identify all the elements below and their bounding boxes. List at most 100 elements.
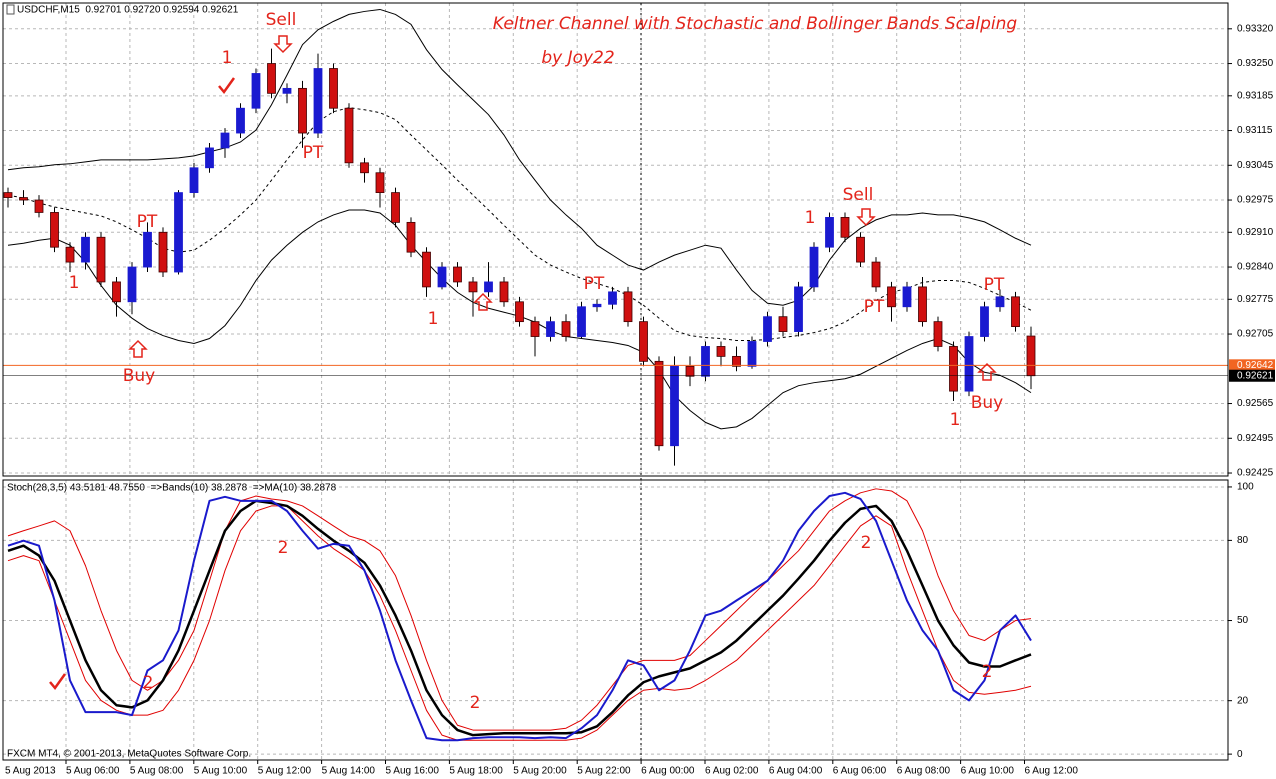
annotation: 1 xyxy=(805,208,816,228)
symbol-header: USDCHF,M15 0.92701 0.92720 0.92594 0.926… xyxy=(17,5,239,16)
candle-body xyxy=(453,266,462,283)
y-tick-label: 0.92775 xyxy=(1237,294,1274,305)
stochastic-header: Stoch(28,3,5) 43.5181 48.7550 =>Bands(10… xyxy=(7,483,337,494)
y-tick-label: 0.92840 xyxy=(1237,262,1274,273)
x-tick-label: 5 Aug 14:00 xyxy=(322,766,376,777)
x-tick-label: 6 Aug 12:00 xyxy=(1025,766,1079,777)
checkmark xyxy=(49,673,67,691)
annotation: 2 xyxy=(278,538,289,558)
y-tick-label: 0.92495 xyxy=(1237,433,1274,444)
annotation: Sell xyxy=(266,10,297,30)
candle-body xyxy=(747,341,757,367)
candle-body xyxy=(174,192,183,273)
candle-body xyxy=(329,68,338,109)
x-tick-label: 5 Aug 22:00 xyxy=(577,766,631,777)
annotation: 2 xyxy=(470,693,481,713)
candle-body xyxy=(251,73,261,109)
grid-bottom xyxy=(3,480,1228,760)
candle-body xyxy=(50,212,59,248)
candle-body xyxy=(995,296,1005,308)
candle-body xyxy=(81,236,90,263)
candle-body xyxy=(592,303,602,308)
candle-body xyxy=(980,306,989,337)
stochastic-line xyxy=(7,499,1032,737)
price-label-box xyxy=(1229,359,1275,372)
checkmarks xyxy=(49,77,236,691)
candle-body xyxy=(375,172,385,193)
price-label-box xyxy=(1229,369,1275,382)
candle-body xyxy=(732,355,741,367)
candle-body xyxy=(158,231,168,273)
candle-body xyxy=(437,266,447,288)
annotation: 1 xyxy=(428,309,439,329)
x-tick-label: 6 Aug 04:00 xyxy=(769,766,823,777)
candle-body xyxy=(608,291,617,305)
y-tick-label: 0.92975 xyxy=(1237,195,1274,206)
x-tick-label: 5 Aug 20:00 xyxy=(513,766,567,777)
candle-body xyxy=(577,306,586,337)
annotation: Buy xyxy=(123,366,156,386)
candle-body xyxy=(840,217,850,238)
y-tick-label: 0.92425 xyxy=(1237,468,1274,479)
candle-body xyxy=(825,217,834,248)
y-tick-label: 0.92705 xyxy=(1237,329,1274,340)
annotation: PT xyxy=(584,274,605,294)
candle-body xyxy=(561,321,571,337)
y-tick-label: 0.92910 xyxy=(1237,227,1274,238)
candle-body xyxy=(391,192,400,223)
stochastic-line xyxy=(7,488,1032,731)
candle-body xyxy=(794,286,803,332)
price-plot xyxy=(3,8,1228,466)
candle-body xyxy=(406,221,416,253)
annotation: PT xyxy=(984,275,1005,295)
symbol-icon xyxy=(6,4,15,15)
y-tick-label: 0.93045 xyxy=(1237,160,1274,171)
signal-arrows xyxy=(128,35,997,381)
candle-body xyxy=(902,286,912,308)
candle-body xyxy=(468,281,478,293)
candle-body xyxy=(685,365,695,377)
candle-body xyxy=(871,261,881,288)
buy-arrow xyxy=(977,362,997,381)
candle-body xyxy=(34,199,44,213)
candle-body xyxy=(422,251,431,288)
candle-body xyxy=(1011,296,1020,328)
candle-body xyxy=(918,286,927,323)
x-tick-label: 6 Aug 00:00 xyxy=(641,766,695,777)
buy-arrow xyxy=(473,292,493,311)
x-tick-label: 6 Aug 02:00 xyxy=(705,766,759,777)
candle-body xyxy=(360,162,369,174)
y-tick-label: 20 xyxy=(1237,695,1249,706)
candle-body xyxy=(623,291,633,323)
candle-body xyxy=(1026,335,1036,377)
y-tick-label: 0.93250 xyxy=(1237,58,1274,69)
y-tick-label: 50 xyxy=(1237,615,1249,626)
candle-body xyxy=(856,236,865,263)
price-label: 0.92621 xyxy=(1237,370,1274,381)
candle-body xyxy=(3,192,13,198)
annotation: Sell xyxy=(843,185,874,205)
candle-body xyxy=(96,236,106,283)
stochastic-line xyxy=(7,491,1032,742)
x-tick-label: 5 Aug 06:00 xyxy=(66,766,120,777)
candle-body xyxy=(298,87,307,134)
candle-body xyxy=(670,365,679,447)
candle-body xyxy=(282,87,292,94)
footer: FXCM MT4, © 2001-2013, MetaQuotes Softwa… xyxy=(7,749,251,760)
x-tick-label: 5 Aug 08:00 xyxy=(130,766,184,777)
x-tick-label: 5 Aug 16:00 xyxy=(386,766,440,777)
annotation: Buy xyxy=(971,393,1004,413)
x-tick-label: 5 Aug 2013 xyxy=(5,766,56,777)
candle-body xyxy=(313,68,323,134)
y-tick-label: 0.92565 xyxy=(1237,398,1274,409)
candle-body xyxy=(220,132,230,149)
annotation: PT xyxy=(864,297,885,317)
price-panel-frame xyxy=(2,2,1229,477)
candle-body xyxy=(143,231,152,268)
candle-body xyxy=(716,346,726,357)
candle-body xyxy=(654,360,664,447)
band-line xyxy=(7,8,1032,306)
axes: 0.93320 0.93250 0.93185 0.93115 0.93045 0.929… xyxy=(5,23,1275,777)
